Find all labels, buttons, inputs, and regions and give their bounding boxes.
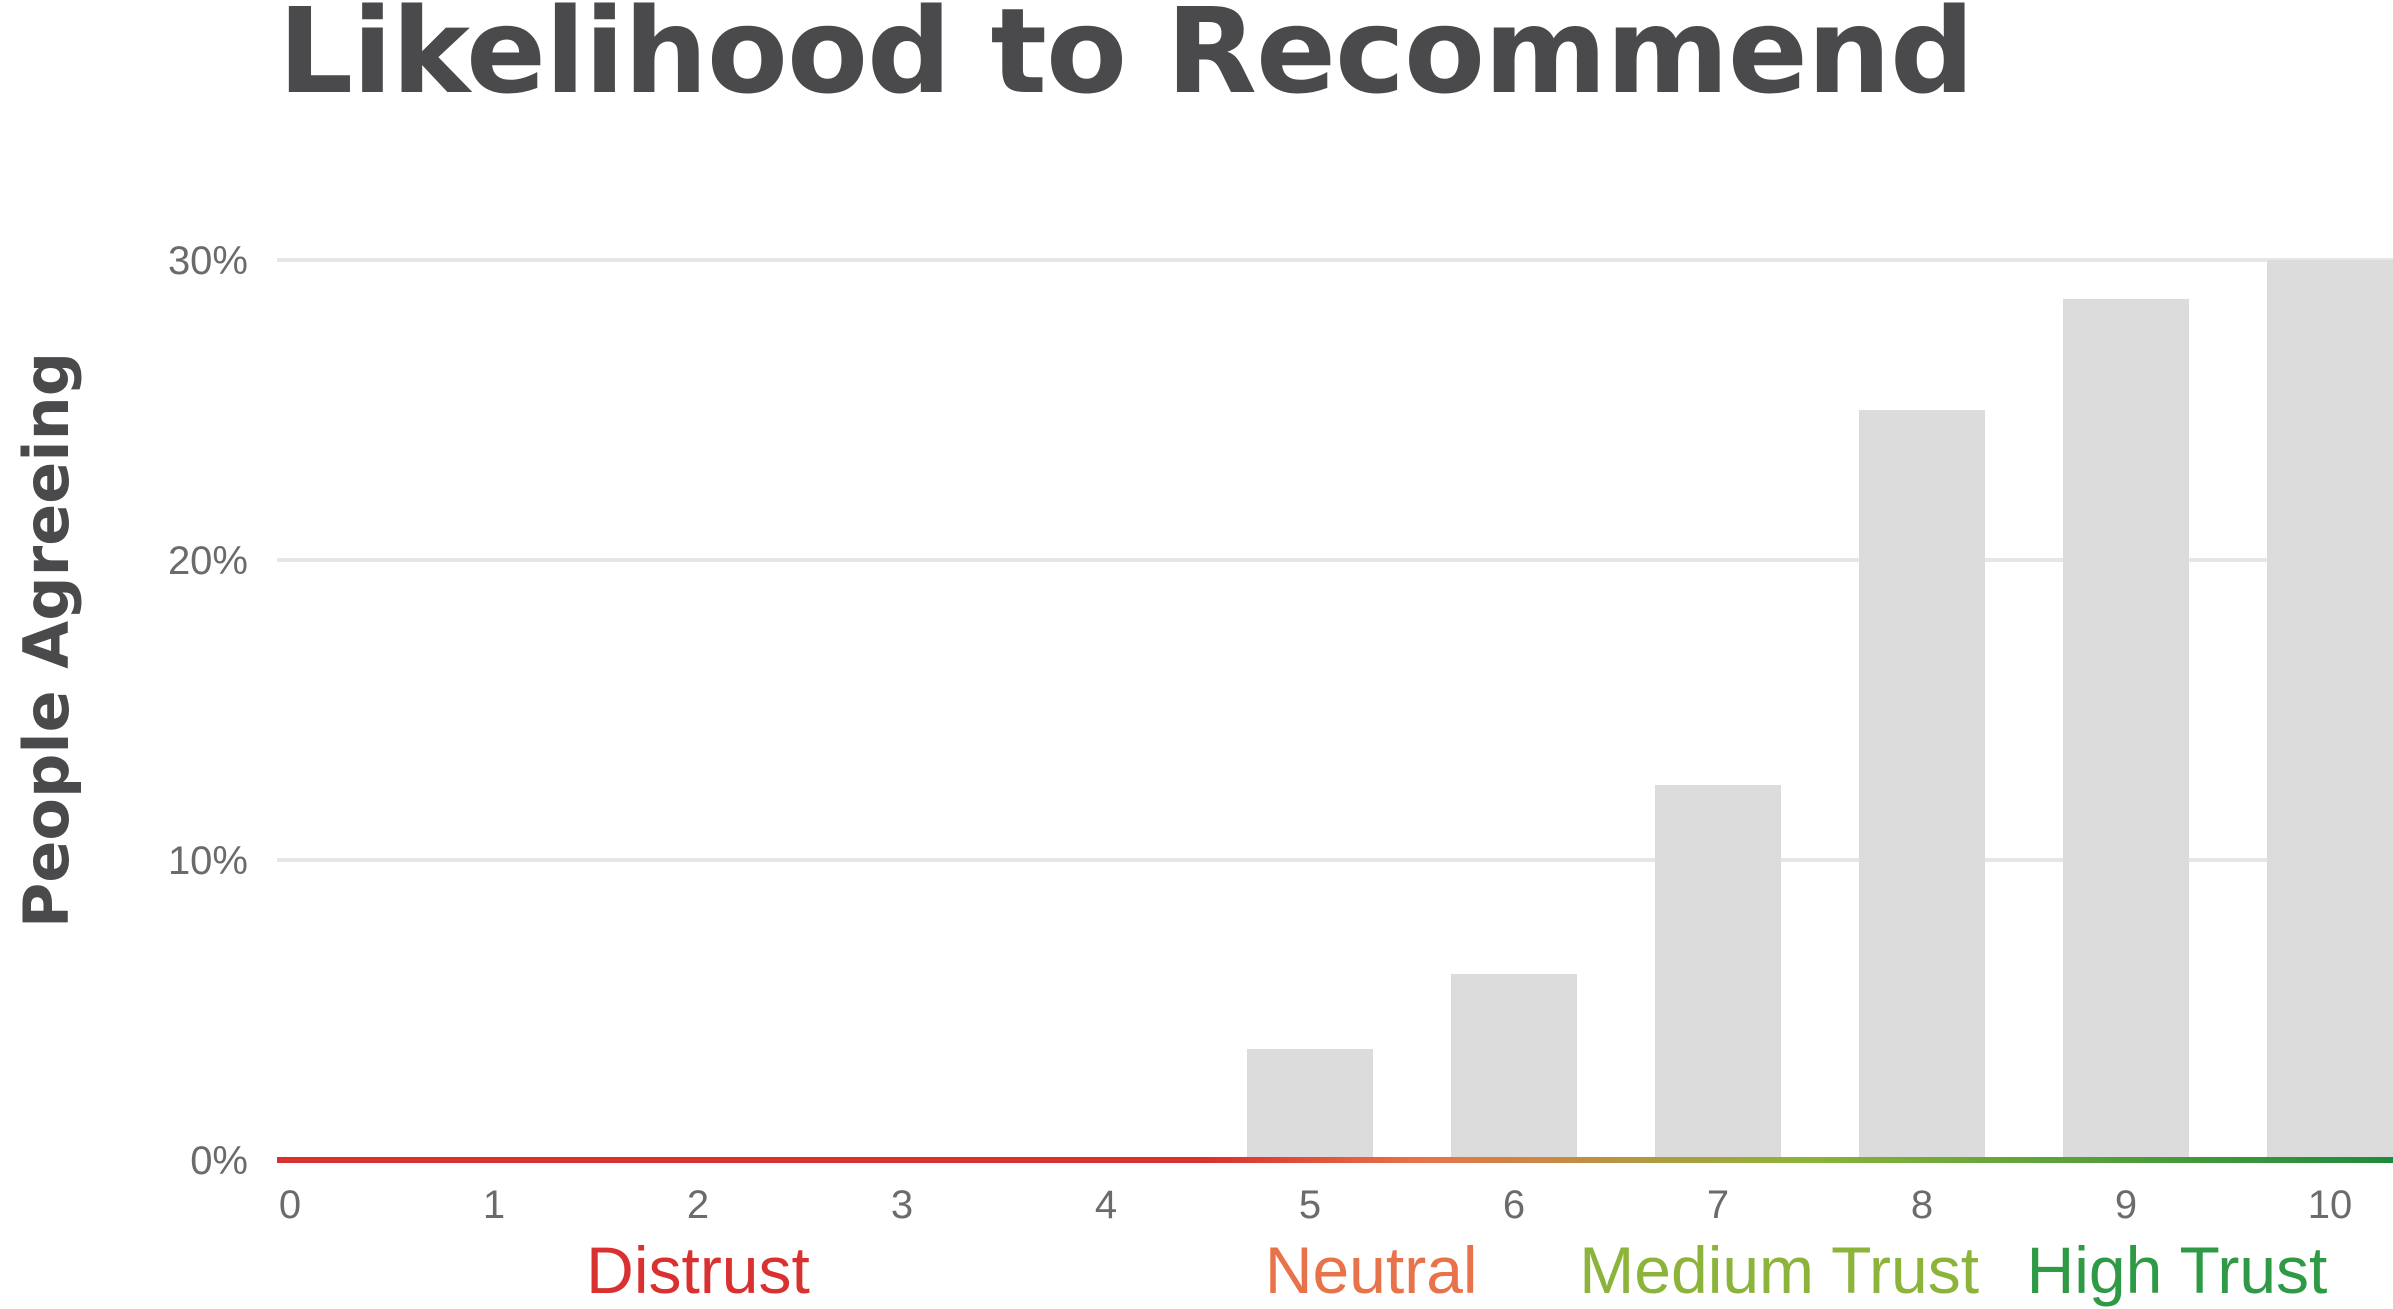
x-tick-label: 4 [1095, 1183, 1117, 1227]
gridlines [277, 258, 2393, 862]
bar-8 [1859, 410, 1985, 1160]
x-tick-label: 8 [1911, 1183, 1933, 1227]
zone-label-high-trust: High Trust [2027, 1233, 2328, 1307]
x-tick-label: 10 [2308, 1183, 2353, 1227]
y-tick-label: 10% [168, 839, 248, 883]
x-tick-label: 6 [1503, 1183, 1525, 1227]
y-tick-label: 30% [168, 239, 248, 283]
x-tick-label: 0 [279, 1183, 301, 1227]
chart-title: Likelihood to Recommend [278, 0, 1973, 120]
trust-zone-labels: Distrust Neutral Medium Trust High Trust [586, 1233, 2327, 1307]
y-tick-label: 0% [190, 1139, 248, 1183]
x-tick-label: 9 [2115, 1183, 2137, 1227]
x-tick-label: 2 [687, 1183, 709, 1227]
y-tick-label: 20% [168, 539, 248, 583]
bar-9 [2063, 299, 2189, 1160]
x-tick-label: 5 [1299, 1183, 1321, 1227]
x-tick-labels: 0 1 2 3 4 5 6 7 8 9 10 [279, 1183, 2352, 1227]
y-axis-label: People Agreeing [10, 352, 83, 928]
bar-6 [1451, 974, 1577, 1160]
zone-label-neutral: Neutral [1265, 1233, 1478, 1307]
y-tick-labels: 0% 10% 20% 30% [168, 239, 248, 1183]
bar-7 [1655, 785, 1781, 1160]
bar-5 [1247, 1049, 1373, 1160]
bars [1247, 260, 2393, 1160]
zone-label-distrust: Distrust [586, 1233, 810, 1307]
x-axis-baseline [277, 1157, 2393, 1163]
zone-label-medium-trust: Medium Trust [1579, 1233, 1979, 1307]
x-tick-label: 7 [1707, 1183, 1729, 1227]
x-tick-label: 3 [891, 1183, 913, 1227]
bar-10 [2267, 260, 2393, 1160]
x-tick-label: 1 [483, 1183, 505, 1227]
